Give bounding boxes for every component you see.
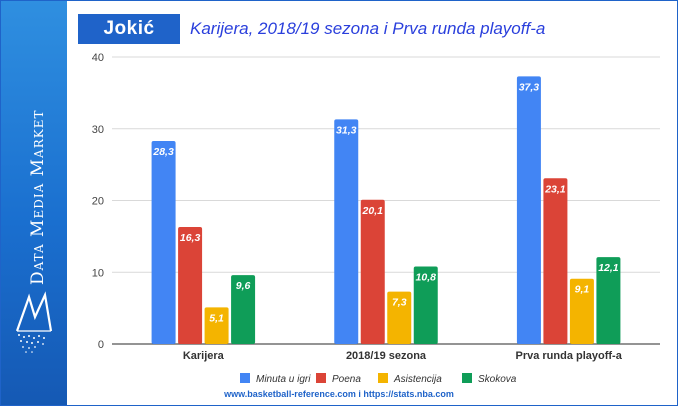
bar-value-label: 9,1 — [575, 284, 590, 296]
bar — [151, 140, 176, 344]
bar-value-label: 5,1 — [209, 312, 224, 324]
source-note: www.basketball-reference.com i https://s… — [224, 389, 454, 399]
y-tick-label: 40 — [92, 52, 104, 64]
bar-value-label: 31,3 — [336, 124, 357, 136]
player-name-badge: Jokić — [78, 14, 180, 44]
y-axis-ticks: 0 10 20 30 40 — [92, 52, 104, 351]
legend-label: Minuta u igri — [256, 374, 311, 385]
bar — [569, 278, 594, 344]
x-axis-ticks: Karijera 2018/19 sezona Prva runda playoff… — [183, 350, 623, 362]
bar — [596, 257, 621, 344]
chart-gridlines — [112, 56, 660, 345]
x-tick-label: 2018/19 sezona — [346, 350, 427, 362]
brand-sidebar: Data Media Market — [1, 1, 67, 405]
legend-swatch — [240, 373, 250, 383]
x-tick-label: Prva runda playoff-a — [515, 350, 622, 362]
bar — [516, 76, 541, 344]
bar — [413, 266, 438, 344]
legend-label: Skokova — [478, 374, 517, 385]
bar-value-label: 12,1 — [598, 262, 619, 274]
chart-title: Karijera, 2018/19 sezona i Prva runda pl… — [190, 19, 546, 38]
bar-value-label: 16,3 — [180, 232, 201, 244]
bar-value-label: 20,1 — [362, 205, 384, 217]
bar — [231, 275, 256, 344]
bar — [387, 291, 412, 344]
bar-value-label: 7,3 — [392, 297, 407, 309]
y-tick-label: 20 — [92, 196, 104, 208]
legend-swatch — [462, 373, 472, 383]
bar-value-label: 28,3 — [152, 146, 174, 158]
data-media-market-logo-icon — [15, 291, 53, 353]
bar — [204, 307, 229, 344]
legend-swatch — [316, 373, 326, 383]
chart-legend: Minuta u igri Poena Asistencija Skokova — [240, 373, 517, 385]
bar — [334, 119, 359, 344]
bar — [543, 178, 568, 344]
y-tick-label: 30 — [92, 124, 104, 136]
bar — [360, 199, 385, 344]
x-tick-label: Karijera — [183, 350, 225, 362]
legend-label: Poena — [332, 374, 361, 385]
chart-bars: 28,3 16,3 5,1 9,6 31,3 20,1 7,3 10,8 37,3 23,1 9,1… — [151, 76, 621, 344]
y-tick-label: 0 — [98, 339, 104, 351]
legend-swatch — [378, 373, 388, 383]
bar-value-label: 23,1 — [544, 183, 566, 195]
legend-label: Asistencija — [393, 374, 442, 385]
y-tick-label: 10 — [92, 267, 104, 279]
bar-value-label: 37,3 — [519, 81, 540, 93]
bar-value-label: 9,6 — [236, 280, 251, 292]
bar-value-label: 10,8 — [416, 272, 437, 284]
bar — [178, 227, 203, 344]
